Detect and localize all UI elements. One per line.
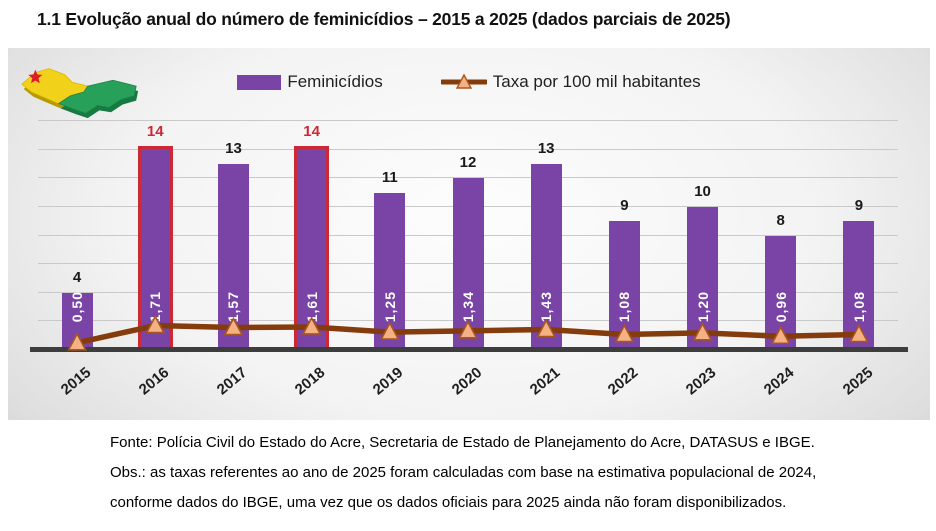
year-label-2015: 2015 (57, 364, 95, 399)
year-label-2025: 2025 (839, 364, 876, 399)
year-label-2021: 2021 (526, 364, 564, 399)
bar-value-label: 14 (303, 122, 320, 140)
year-label-2019: 2019 (370, 364, 407, 399)
chart-legend: Feminicídios Taxa por 100 mil habitantes (8, 72, 930, 92)
year-label-2017: 2017 (213, 364, 251, 399)
legend-label-line: Taxa por 100 mil habitantes (492, 72, 701, 91)
source-note: Fonte: Polícia Civil do Estado do Acre, … (110, 428, 900, 518)
acre-map-icon (21, 68, 139, 119)
year-label-2020: 2020 (448, 364, 485, 399)
bar-series-swatch (237, 74, 282, 90)
year-label-2023: 2023 (682, 364, 720, 399)
year-label-2022: 2022 (604, 364, 642, 399)
bar-value-label: 12 (459, 154, 477, 172)
line-marker (614, 323, 635, 343)
line-marker (301, 316, 322, 335)
bar-value-label: 14 (146, 122, 164, 140)
bar-value-label: 13 (225, 139, 242, 157)
legend-item-feminicidios: Feminicídios (237, 72, 383, 92)
line-marker (849, 323, 869, 343)
bar-value-label: 13 (537, 139, 555, 157)
obs-line-2: conforme dados do IBGE, uma vez que os d… (110, 494, 787, 511)
year-label-2024: 2024 (761, 364, 798, 399)
line-marker (458, 320, 478, 339)
star-icon (28, 69, 43, 84)
line-marker (67, 332, 87, 351)
year-label-2018: 2018 (292, 364, 329, 399)
line-series-marker-icon (440, 73, 487, 89)
bar-value-label: 10 (694, 182, 711, 200)
rate-line-layer (67, 314, 869, 351)
legend-label-bars: Feminicídios (287, 72, 383, 91)
gridline (38, 120, 898, 121)
line-marker (536, 318, 557, 338)
obs-line-1: Obs.: as taxas referentes ao ano de 2025… (110, 464, 817, 481)
gridline (38, 148, 898, 150)
gridline (38, 177, 898, 179)
line-marker (379, 321, 400, 340)
bar-value-label: 4 (72, 268, 82, 286)
chart-panel: Feminicídios Taxa por 100 mil habitantes… (8, 48, 930, 420)
bar-value-label: 11 (381, 168, 398, 186)
bar-value-label: 9 (854, 197, 864, 215)
x-axis (30, 347, 908, 352)
line-marker (223, 316, 244, 336)
line-marker (692, 322, 713, 341)
year-label-2016: 2016 (135, 364, 173, 399)
page-title: 1.1 Evolução anual do número de feminicí… (37, 9, 731, 29)
legend-item-taxa: Taxa por 100 mil habitantes (440, 72, 701, 92)
line-marker (770, 325, 791, 345)
bar-value-label: 9 (620, 197, 629, 215)
plot-area: 4 0,50 14 1,71 13 1,57 14 1,61 11 1,25 12 1,34 13 1,4… (30, 120, 908, 398)
line-marker (145, 314, 166, 334)
source-line: Fonte: Polícia Civil do Estado do Acre, … (110, 434, 815, 451)
bar-value-label: 8 (776, 211, 785, 229)
